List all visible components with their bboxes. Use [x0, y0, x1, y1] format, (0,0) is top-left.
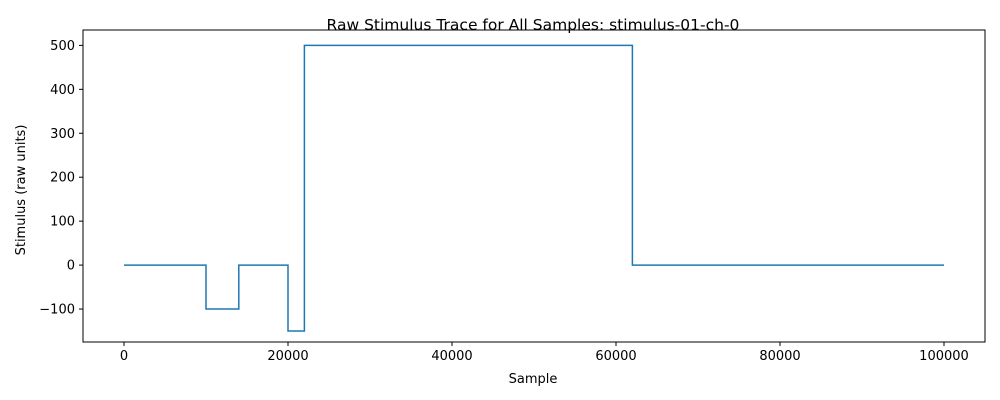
- x-tick-label: 60000: [595, 349, 636, 364]
- y-tick-label: 0: [67, 259, 75, 274]
- y-axis: −100 0 100 200 300 400 500: [39, 39, 83, 318]
- y-tick-label: 500: [50, 39, 75, 54]
- y-tick-label: 400: [50, 83, 75, 98]
- x-tick-label: 40000: [431, 349, 472, 364]
- plot-area: [124, 44, 944, 332]
- x-tick-label: 0: [120, 349, 128, 364]
- x-tick-label: 100000: [919, 349, 969, 364]
- y-tick-label: 100: [50, 215, 75, 230]
- y-tick-label: 300: [50, 127, 75, 142]
- series-line-0: [124, 44, 944, 332]
- x-axis: 0 20000 40000 60000 80000 100000: [120, 342, 969, 364]
- y-tick-label: −100: [39, 303, 75, 318]
- y-tick-label: 200: [50, 171, 75, 186]
- plot-frame: [82, 29, 986, 343]
- y-axis-label: Stimulus (raw units): [14, 125, 29, 256]
- x-axis-label: Sample: [509, 372, 558, 387]
- x-tick-label: 20000: [267, 349, 308, 364]
- x-tick-label: 80000: [759, 349, 800, 364]
- chart-title: Raw Stimulus Trace for All Samples: stim…: [327, 16, 740, 34]
